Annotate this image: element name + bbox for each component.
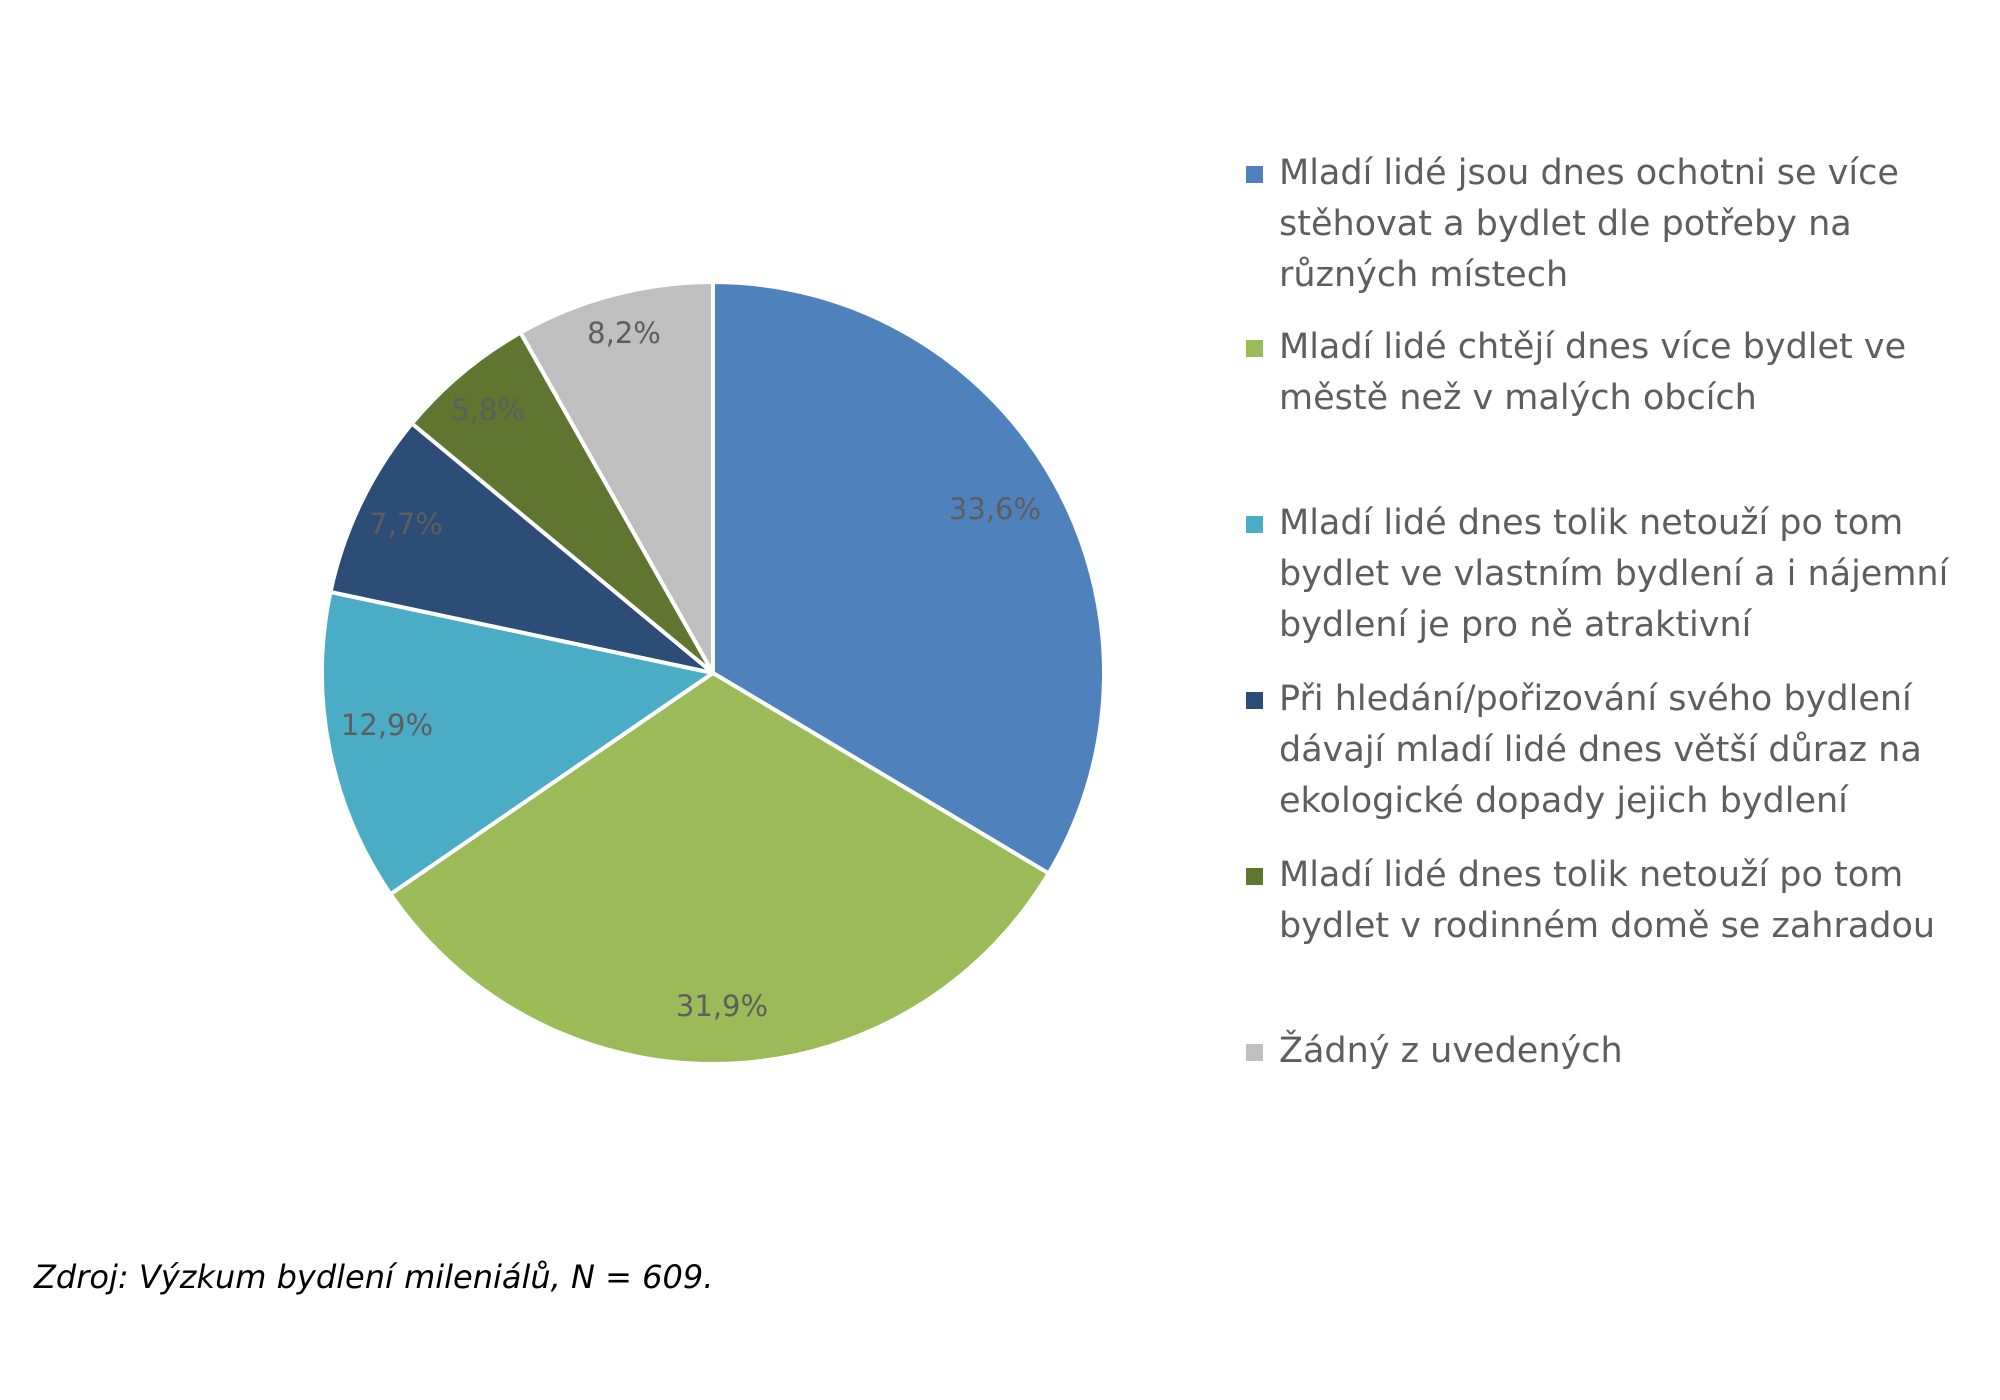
data-label-6: 8,2%	[587, 316, 661, 350]
pie-slice-5	[409, 330, 715, 675]
source-note: Zdroj: Výzkum bydlení mileniálů, N = 609…	[34, 1258, 714, 1296]
pie-slice-6	[518, 280, 715, 675]
legend-label-3: Mladí lidé dnes tolik netouží po tom bydl…	[1279, 503, 1949, 645]
legend-swatch-3	[1246, 516, 1263, 533]
legend-item-6: Žádný z uvedených	[1246, 1026, 1966, 1077]
legend-swatch-5	[1246, 868, 1263, 885]
pie-slices	[320, 280, 1107, 1066]
legend-item-1: Mladí lidé jsou dnes ochotni se více stěh…	[1246, 148, 1966, 301]
legend-swatch-2	[1246, 340, 1263, 357]
pie-data-labels: 33,6% 31,9% 12,9% 7,7% 5,8% 8,2%	[341, 316, 1041, 1023]
pie-slice-3	[320, 589, 715, 897]
legend-label-5: Mladí lidé dnes tolik netouží po tom bydl…	[1279, 855, 1936, 946]
legend-item-5: Mladí lidé dnes tolik netouží po tom bydl…	[1246, 850, 1966, 952]
data-label-4: 7,7%	[369, 507, 443, 541]
legend-swatch-1	[1246, 166, 1263, 183]
legend-item-2: Mladí lidé chtějí dnes více bydlet ve měs…	[1246, 322, 1966, 424]
data-label-1: 33,6%	[949, 492, 1041, 526]
legend-item-4: Při hledání/pořizování svého bydlení dáva…	[1246, 674, 1966, 827]
legend-label-4: Při hledání/pořizování svého bydlení dáva…	[1279, 679, 1922, 821]
data-label-5: 5,8%	[451, 393, 525, 427]
pie-slice-4	[328, 421, 715, 675]
data-label-3: 12,9%	[341, 708, 433, 742]
legend-label-2: Mladí lidé chtějí dnes více bydlet ve měs…	[1279, 327, 1907, 418]
pie-slice-1	[711, 280, 1107, 876]
legend-swatch-6	[1246, 1044, 1263, 1061]
data-label-2: 31,9%	[676, 989, 768, 1023]
legend-label-1: Mladí lidé jsou dnes ochotni se více stěh…	[1279, 153, 1899, 295]
pie-slice-2	[388, 671, 1051, 1066]
legend-swatch-4	[1246, 692, 1263, 709]
legend-label-6: Žádný z uvedených	[1279, 1031, 1623, 1071]
legend-item-3: Mladí lidé dnes tolik netouží po tom bydl…	[1246, 498, 1966, 651]
